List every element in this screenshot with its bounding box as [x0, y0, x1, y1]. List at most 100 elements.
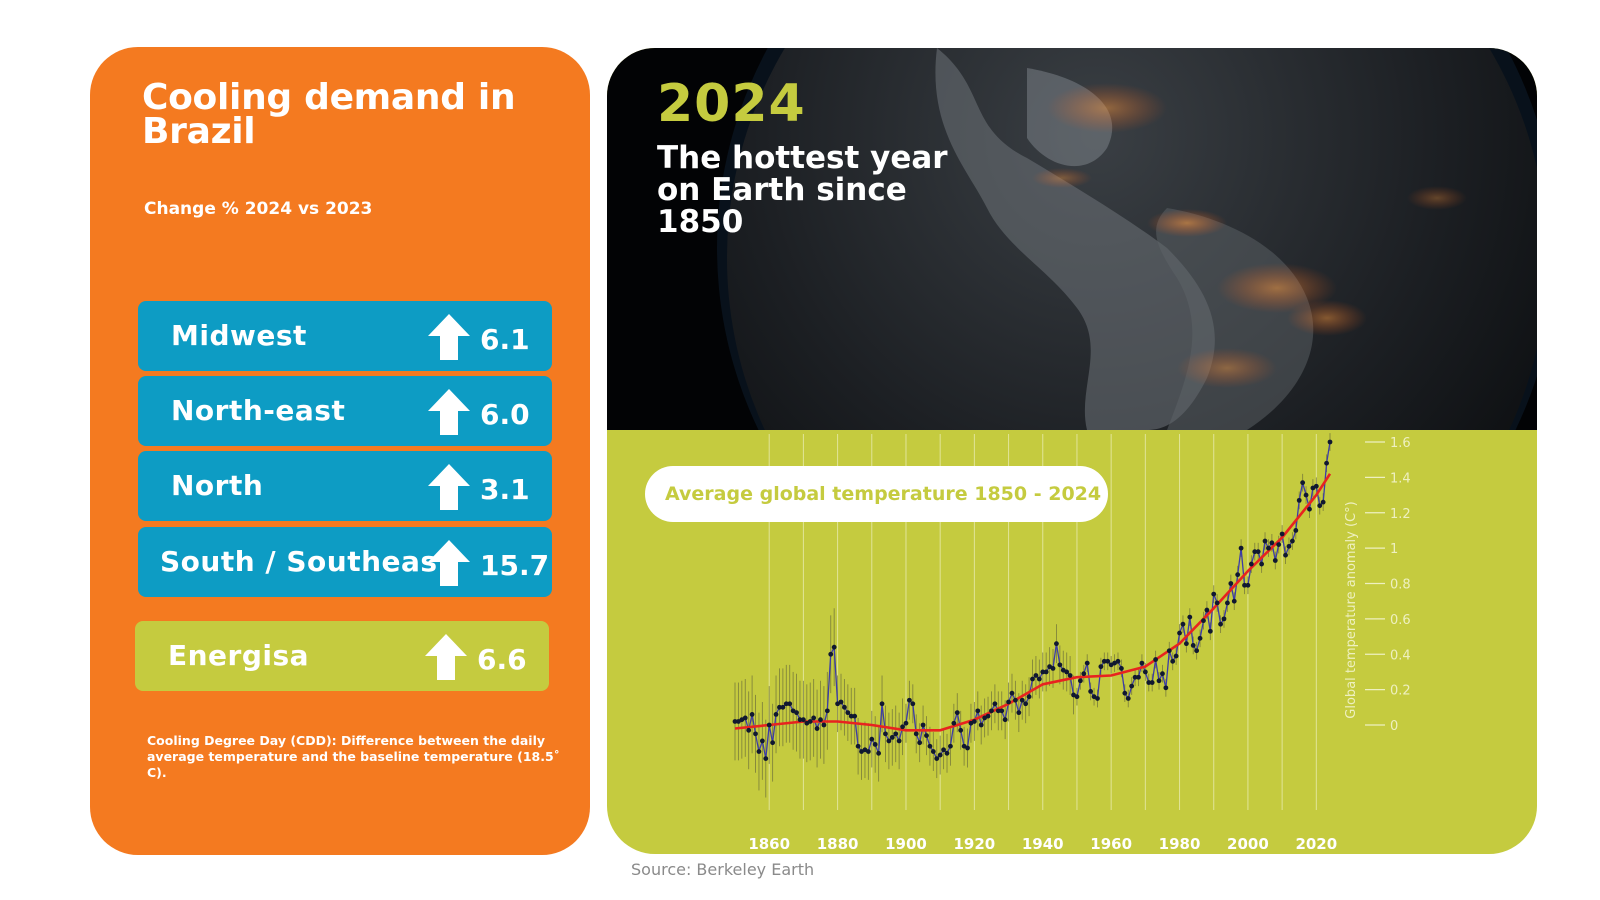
data-point — [1320, 499, 1326, 505]
data-point — [1207, 628, 1213, 634]
data-point — [753, 731, 758, 737]
data-point — [1077, 678, 1083, 684]
data-point — [1289, 538, 1295, 544]
data-point — [886, 738, 892, 744]
headline-text: The hottest year on Earth since 1850 — [657, 140, 948, 240]
data-point — [1221, 616, 1227, 622]
data-point — [951, 720, 957, 726]
data-point — [1218, 621, 1223, 627]
data-point — [876, 750, 882, 756]
x-tick-label: 1980 — [1159, 835, 1201, 853]
data-point — [975, 708, 981, 714]
panel-title: Cooling demand in Brazil — [142, 77, 516, 152]
data-point — [1033, 673, 1039, 678]
data-point — [1238, 545, 1244, 551]
data-point — [800, 717, 806, 723]
data-point — [1119, 666, 1124, 671]
data-point — [1235, 572, 1241, 578]
data-point — [1009, 690, 1015, 696]
data-point — [906, 697, 912, 703]
data-point — [1190, 643, 1196, 648]
source-note: Source: Berkeley Earth — [631, 860, 815, 879]
data-point — [807, 719, 813, 724]
data-point — [1163, 685, 1169, 691]
x-tick-label: 1960 — [1090, 835, 1132, 853]
data-point — [794, 710, 799, 716]
data-point — [1296, 497, 1302, 503]
data-point — [783, 701, 789, 707]
data-point — [1166, 648, 1172, 654]
arrow-up-icon — [428, 464, 470, 510]
data-point — [1313, 483, 1319, 489]
data-point — [742, 715, 748, 721]
data-point — [1300, 480, 1306, 486]
data-point — [787, 701, 793, 707]
data-point — [1327, 439, 1333, 445]
data-point — [1030, 676, 1035, 682]
data-point — [1050, 666, 1056, 671]
data-point — [852, 713, 858, 719]
data-point — [1129, 683, 1135, 689]
data-point — [1101, 658, 1107, 664]
data-point — [1006, 699, 1011, 705]
y-tick-label: 0.4 — [1390, 648, 1411, 663]
cooling-demand-panel: Cooling demand in Brazil Change % 2024 v… — [90, 47, 590, 855]
region-value: 6.1 — [480, 323, 530, 356]
data-point — [1105, 658, 1111, 664]
data-point — [971, 719, 977, 724]
data-point — [1177, 630, 1182, 636]
energisa-row: Energisa 6.6 — [135, 621, 549, 691]
data-point — [1036, 676, 1042, 682]
y-tick-label: 0.8 — [1390, 578, 1411, 593]
x-tick-label: 1940 — [1022, 835, 1064, 853]
data-point — [1057, 662, 1063, 668]
data-point — [1088, 688, 1094, 694]
x-tick-label: 1880 — [817, 835, 859, 853]
data-point — [759, 738, 765, 744]
data-point — [896, 738, 902, 744]
data-point — [1259, 561, 1265, 567]
data-point — [934, 756, 940, 762]
data-point — [1276, 542, 1282, 547]
data-point — [1214, 600, 1220, 606]
data-point — [1279, 531, 1285, 537]
data-point — [948, 743, 953, 749]
y-tick-label: 0.2 — [1390, 684, 1411, 699]
data-point — [1187, 614, 1193, 620]
data-point — [1252, 549, 1258, 555]
data-point — [732, 719, 738, 724]
data-point — [1160, 671, 1165, 677]
earth-globe-illustration — [717, 48, 1537, 430]
data-point — [777, 704, 782, 710]
data-point — [845, 710, 851, 716]
data-point — [995, 708, 1001, 714]
temperature-panel: 2024 The hottest year on Earth since 185… — [607, 48, 1537, 854]
region-row-midwest: Midwest 6.1 — [138, 301, 552, 371]
data-point — [1125, 696, 1131, 701]
data-point — [920, 722, 926, 728]
data-point — [1201, 618, 1206, 624]
data-point — [1149, 680, 1155, 685]
arrow-up-icon — [428, 314, 470, 360]
data-point — [1180, 621, 1186, 627]
data-point — [937, 752, 943, 758]
data-point — [1139, 660, 1145, 666]
data-point — [773, 711, 779, 717]
data-point — [1098, 664, 1104, 670]
y-tick-label: 1.2 — [1390, 507, 1411, 522]
data-point — [965, 745, 970, 751]
data-point — [1173, 653, 1179, 659]
data-point — [842, 704, 847, 710]
data-point — [1081, 671, 1087, 677]
x-tick-label: 1900 — [885, 835, 927, 853]
data-point — [944, 750, 950, 756]
data-point — [1228, 581, 1234, 586]
data-point — [1231, 598, 1237, 604]
data-point — [985, 713, 991, 719]
data-point — [855, 743, 861, 749]
data-point — [927, 743, 933, 749]
earth-night-image: 2024 The hottest year on Earth since 185… — [607, 48, 1537, 430]
data-point — [1054, 641, 1059, 647]
region-value: 6.0 — [480, 398, 530, 431]
data-point — [848, 713, 854, 719]
